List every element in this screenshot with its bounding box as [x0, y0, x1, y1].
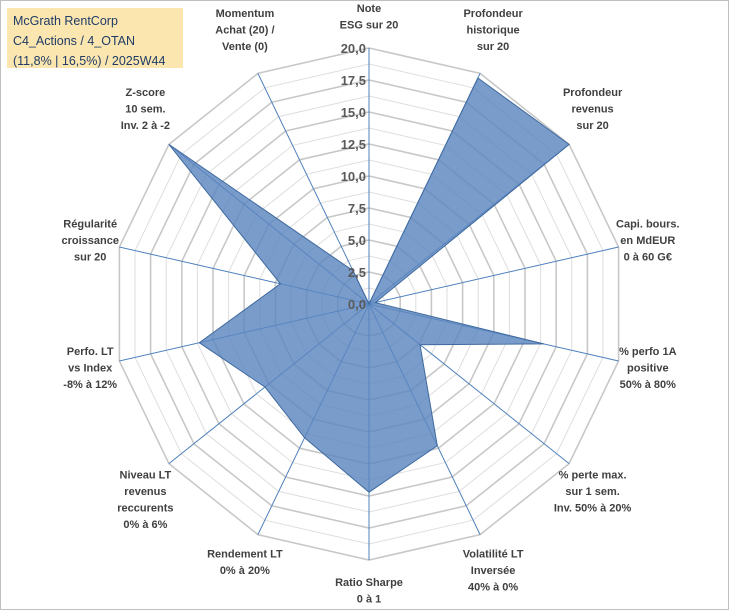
axis-label: Régularité croissance sur 20 — [61, 219, 118, 264]
axis-label: Note ESG sur 20 — [340, 3, 399, 32]
axis-label-line: Perfo. LT — [67, 346, 114, 358]
axis-label-line: % perte max. — [559, 469, 627, 481]
axis-label-line: croissance — [61, 235, 118, 247]
company-name: McGrath RentCorp — [13, 14, 118, 28]
axis-label-line: sur 1 sem. — [565, 486, 619, 498]
axis-label-line: Z-score — [126, 87, 166, 99]
axis-label-line: Momentum — [216, 8, 275, 20]
tick-label: 10,0 — [341, 169, 366, 184]
axis-label-line: sur 20 — [74, 252, 106, 264]
axis-label-line: % perfo 1A — [619, 346, 677, 358]
axis-label: Perfo. LT vs Index -8% à 12% — [63, 346, 117, 391]
data-area — [168, 77, 570, 493]
info-box: McGrath RentCorp C4_Actions / 4_OTAN (11… — [7, 8, 183, 68]
tick-label: 17,5 — [341, 73, 366, 88]
axis-label: Momentum Achat (20) / Vente (0) — [215, 8, 274, 53]
axis-label-line: ESG sur 20 — [340, 20, 399, 32]
axis-label-line: revenus — [124, 486, 166, 498]
axis-label-line: 0 à 1 — [357, 594, 381, 606]
axis-label-line: Rendement LT — [207, 549, 283, 561]
axis-spoke — [368, 246, 619, 305]
axis-label: % perfo 1A positive 50% à 80% — [619, 346, 677, 391]
axis-label: % perte max. sur 1 sem. Inv. 50% à 20% — [554, 469, 632, 514]
axis-label-layer: Note ESG sur 20 Profondeur historique sur 20… — [61, 3, 679, 606]
axis-label-line: Niveau LT — [120, 469, 172, 481]
axis-label-line: Note — [357, 3, 381, 15]
axis-label-line: Capi. bours. — [616, 219, 680, 231]
axis-label-line: Inversée — [471, 565, 516, 577]
data-area-layer — [168, 77, 570, 493]
tick-label: 7,5 — [348, 201, 366, 216]
axis-label-line: 0% à 20% — [220, 565, 270, 577]
axis-label-line: sur 20 — [477, 41, 509, 53]
tick-label: 2,5 — [348, 265, 366, 280]
axis-spoke — [257, 73, 370, 305]
axis-label-line: Inv. 50% à 20% — [554, 502, 632, 514]
tick-label: 5,0 — [348, 233, 366, 248]
axis-label: Profondeur revenus sur 20 — [563, 87, 623, 132]
axis-label-line: Profondeur — [463, 8, 523, 20]
axis-label: Niveau LT revenus reccurents 0% à 6% — [117, 469, 173, 531]
axis-label-line: Profondeur — [563, 87, 623, 99]
tick-label: 15,0 — [341, 105, 366, 120]
tick-label-layer: 0,0 2,5 5,0 7,5 10,0 12,5 15,0 17,5 20,0 — [341, 41, 366, 312]
axis-label-line: Vente (0) — [222, 41, 268, 53]
axis-label-line: 50% à 80% — [620, 379, 676, 391]
axis-label: Capi. bours. en MdEUR 0 à 60 G€ — [616, 219, 680, 264]
tick-label: 20,0 — [341, 41, 366, 56]
axis-label-line: Ratio Sharpe — [335, 577, 403, 589]
axis-label: Ratio Sharpe 0 à 1 — [335, 577, 403, 606]
axis-label-line: positive — [627, 362, 669, 374]
axis-label-line: Volatilité LT — [463, 549, 524, 561]
axis-label-line: historique — [467, 24, 520, 36]
axis-label-line: 10 sem. — [125, 104, 165, 116]
portfolio-label: C4_Actions / 4_OTAN — [13, 34, 136, 48]
axis-label-line: sur 20 — [576, 120, 608, 132]
performance-week: (11,8% | 16,5%) / 2025W44 — [13, 54, 166, 68]
axis-label-line: en MdEUR — [620, 235, 675, 247]
axis-label-line: 40% à 0% — [468, 582, 518, 594]
axis-label: Z-score 10 sem. Inv. 2 à -2 — [121, 87, 170, 132]
tick-label: 12,5 — [341, 137, 366, 152]
axis-label-line: -8% à 12% — [63, 379, 117, 391]
axis-label-line: 0% à 6% — [123, 519, 167, 531]
axis-label-line: 0 à 60 G€ — [624, 252, 672, 264]
axis-label-line: Régularité — [63, 219, 117, 231]
axis-label: Rendement LT 0% à 20% — [207, 549, 283, 578]
axis-label-line: vs Index — [68, 362, 113, 374]
axis-label-line: Achat (20) / — [215, 24, 274, 36]
tick-label: 0,0 — [348, 297, 366, 312]
axis-label: Volatilité LT Inversée 40% à 0% — [463, 549, 524, 594]
axis-label-line: Inv. 2 à -2 — [121, 120, 170, 132]
axis-label: Profondeur historique sur 20 — [463, 8, 523, 53]
axis-label-line: reccurents — [117, 502, 173, 514]
axis-label-line: revenus — [571, 104, 613, 116]
